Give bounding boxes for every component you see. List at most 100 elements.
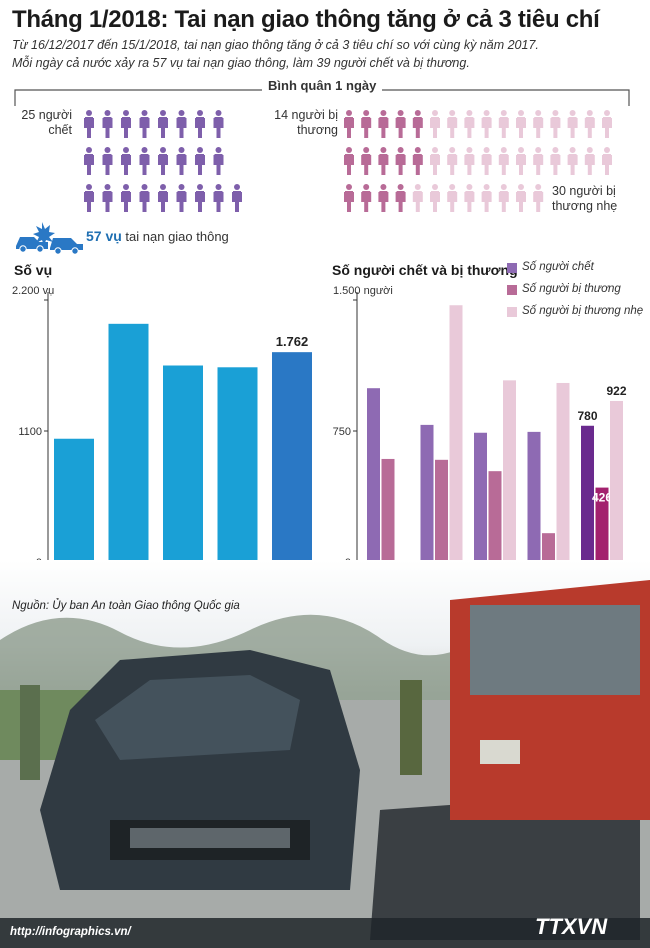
person-minor-icon <box>584 110 595 138</box>
legend-injured: Số người bị thương <box>522 283 621 295</box>
person-minor-icon <box>481 184 492 212</box>
person-death-icon <box>102 184 113 212</box>
minor-label: 30 người bị thương nhẹ <box>552 184 618 213</box>
person-death-icon <box>102 147 113 175</box>
person-minor-icon <box>498 184 509 212</box>
person-injured-icon <box>344 184 354 212</box>
ttxvn-logo: TTXVN <box>535 914 608 939</box>
person-minor-icon <box>447 147 458 175</box>
bar-injured <box>488 471 502 562</box>
person-death-icon <box>139 184 150 212</box>
bar-injured <box>542 533 555 562</box>
y-tick-label: 1100 <box>18 426 42 438</box>
legend-swatch-minor <box>507 307 517 317</box>
bar-injured <box>435 459 448 562</box>
person-death-icon <box>121 184 131 212</box>
person-death-icon <box>84 147 94 175</box>
person-injured-icon <box>361 110 372 138</box>
y-tick-label: 1.500 người <box>333 285 393 297</box>
deaths-people-icons <box>84 110 242 212</box>
chart-casualties: 1.500 người7500Năm 2014'15'16'1778042692… <box>333 285 627 585</box>
person-injured-icon <box>378 147 389 175</box>
bar-injured <box>381 458 395 562</box>
subtitle-line-1: Từ 16/12/2017 đến 15/1/2018, tai nạn gia… <box>12 38 539 52</box>
person-minor-icon <box>584 147 595 175</box>
person-minor-icon <box>602 110 612 138</box>
person-minor-icon <box>412 184 423 212</box>
bar-accidents <box>108 323 149 562</box>
injured-label: 14 người bị thương <box>274 108 338 137</box>
person-death-icon <box>195 147 205 175</box>
person-injured-icon <box>412 147 423 175</box>
person-minor-icon <box>464 110 475 138</box>
data-label: 780 <box>577 409 597 423</box>
person-minor-icon <box>533 147 544 175</box>
person-death-icon <box>139 147 150 175</box>
bar-accidents <box>54 438 94 562</box>
bar-deaths <box>527 431 541 562</box>
person-minor-icon <box>430 184 440 212</box>
person-injured-icon <box>378 184 389 212</box>
person-minor-icon <box>447 184 458 212</box>
legend-minor: Số người bị thương nhẹ <box>522 305 644 317</box>
person-minor-icon <box>481 110 492 138</box>
y-tick-label: 2.200 vụ <box>12 285 54 297</box>
car-crash-icon <box>16 222 83 255</box>
bar-deaths <box>474 432 487 562</box>
chart-accidents: 2.200 vụ11000Năm 2014'15'16'17'181.762 <box>12 285 312 585</box>
person-injured-icon <box>395 184 406 212</box>
person-death-icon <box>213 110 224 138</box>
crash-photo <box>0 560 650 948</box>
person-minor-icon <box>516 110 526 138</box>
person-death-icon <box>176 147 187 175</box>
bar-deaths <box>581 425 594 562</box>
person-death-icon <box>121 110 131 138</box>
chart1-title: Số vụ <box>14 262 53 278</box>
person-death-icon <box>213 147 224 175</box>
person-minor-icon <box>447 110 458 138</box>
accidents-summary: 57 vụ tai nạn giao thông <box>86 228 229 244</box>
person-minor-icon <box>430 147 440 175</box>
person-death-icon <box>232 184 242 212</box>
person-death-icon <box>84 110 94 138</box>
person-minor-icon <box>550 110 561 138</box>
bar-minor <box>503 380 516 562</box>
daily-label: Bình quân 1 ngày <box>262 78 383 93</box>
bar-accidents <box>272 352 312 562</box>
person-injured-icon <box>378 110 389 138</box>
person-minor-icon <box>567 147 578 175</box>
person-minor-icon <box>533 110 544 138</box>
person-death-icon <box>102 110 113 138</box>
source-note: Nguồn: Ủy ban An toàn Giao thông Quốc gi… <box>12 600 240 612</box>
person-minor-icon <box>567 110 578 138</box>
person-death-icon <box>158 184 168 212</box>
bar-injured <box>595 487 609 562</box>
page-title: Tháng 1/2018: Tai nạn giao thông tăng ở … <box>12 6 600 33</box>
person-death-icon <box>195 110 205 138</box>
data-label: 922 <box>606 384 626 398</box>
bar-deaths <box>420 424 434 562</box>
source-url[interactable]: http://infographics.vn/ <box>10 926 131 938</box>
person-minor-icon <box>430 110 440 138</box>
person-death-icon <box>213 184 224 212</box>
person-minor-icon <box>533 184 544 212</box>
bar-accidents <box>217 367 258 562</box>
person-death-icon <box>84 184 94 212</box>
legend-swatch-deaths <box>507 263 517 273</box>
person-minor-icon <box>550 147 561 175</box>
person-death-icon <box>121 147 131 175</box>
person-death-icon <box>158 147 168 175</box>
person-minor-icon <box>481 147 492 175</box>
person-death-icon <box>176 110 187 138</box>
bar-deaths <box>367 388 380 562</box>
y-tick-label: 750 <box>333 426 351 438</box>
person-minor-icon <box>516 184 526 212</box>
data-label: 426 <box>592 491 612 505</box>
person-injured-icon <box>395 110 406 138</box>
subtitle-line-2: Mỗi ngày cả nước xảy ra 57 vụ tai nạn gi… <box>12 56 470 70</box>
person-injured-icon <box>412 110 423 138</box>
person-injured-icon <box>344 147 354 175</box>
bar-minor <box>449 305 463 562</box>
person-injured-icon <box>344 110 354 138</box>
person-injured-icon <box>361 147 372 175</box>
